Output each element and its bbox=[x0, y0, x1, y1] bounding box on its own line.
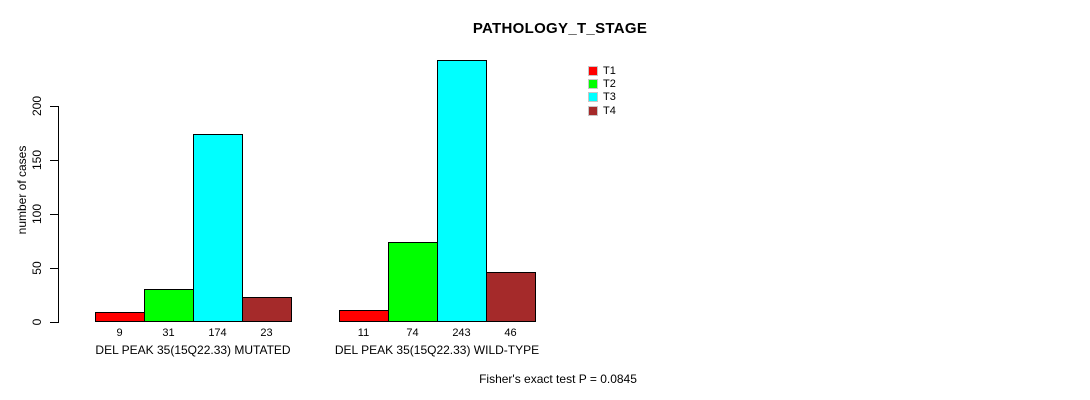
y-tick-mark bbox=[50, 160, 58, 161]
legend-label: T3 bbox=[603, 91, 616, 103]
bar-t4-group-2 bbox=[486, 272, 536, 322]
bar-t1-group-2 bbox=[339, 310, 389, 322]
annotation-text: Fisher's exact test P = 0.0845 bbox=[479, 372, 637, 386]
y-tick-mark bbox=[50, 322, 58, 323]
bar-t4-group-1 bbox=[242, 297, 292, 322]
legend-label: T2 bbox=[603, 78, 616, 90]
y-tick-label: 100 bbox=[30, 203, 44, 225]
y-axis-line bbox=[58, 106, 59, 323]
bar-value-label: 243 bbox=[452, 327, 471, 339]
legend-label: T4 bbox=[603, 105, 616, 117]
legend-swatch-t2 bbox=[588, 79, 598, 89]
y-tick-label: 50 bbox=[30, 261, 44, 275]
y-tick-mark bbox=[50, 268, 58, 269]
y-tick-mark bbox=[50, 106, 58, 107]
y-tick-label: 0 bbox=[30, 318, 44, 326]
bar-t2-group-2 bbox=[388, 242, 438, 322]
bar-t2-group-1 bbox=[144, 289, 194, 322]
y-axis-title: number of cases bbox=[15, 145, 29, 235]
legend-swatch-t4 bbox=[588, 106, 598, 116]
y-tick-mark bbox=[50, 214, 58, 215]
bar-value-label: 31 bbox=[162, 327, 175, 339]
y-tick-label: 150 bbox=[30, 149, 44, 171]
bar-value-label: 23 bbox=[260, 327, 273, 339]
bar-value-label: 9 bbox=[116, 327, 123, 339]
bar-value-label: 11 bbox=[357, 327, 370, 339]
legend-swatch-t3 bbox=[588, 92, 598, 102]
legend-label: T1 bbox=[603, 65, 616, 77]
bar-t3-group-2 bbox=[437, 60, 487, 322]
legend-swatch-t1 bbox=[588, 66, 598, 76]
y-tick-label: 200 bbox=[30, 95, 44, 117]
chart-title: PATHOLOGY_T_STAGE bbox=[472, 20, 648, 37]
bar-value-label: 46 bbox=[504, 327, 517, 339]
bar-value-label: 174 bbox=[208, 327, 227, 339]
bar-value-label: 74 bbox=[406, 327, 419, 339]
bar-t1-group-1 bbox=[95, 312, 145, 322]
x-category-label: DEL PEAK 35(15Q22.33) WILD-TYPE bbox=[334, 343, 540, 357]
x-category-label: DEL PEAK 35(15Q22.33) MUTATED bbox=[95, 343, 291, 357]
bar-t3-group-1 bbox=[193, 134, 243, 322]
